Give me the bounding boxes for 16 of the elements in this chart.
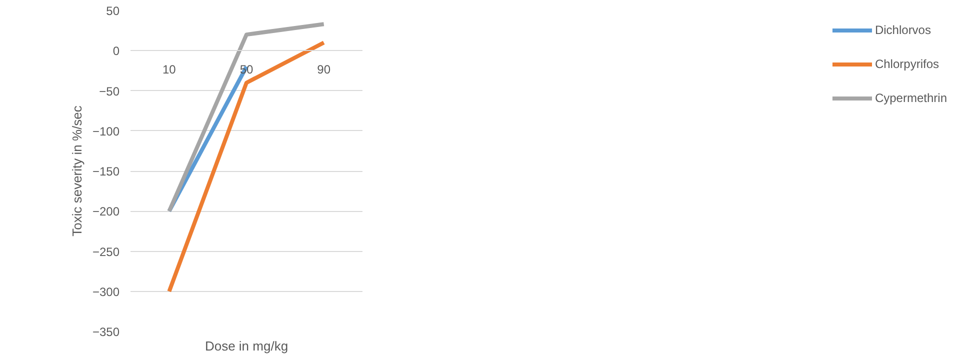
- y-tick-label: 50: [106, 4, 120, 18]
- y-tick-label: −250: [92, 244, 120, 259]
- y-tick-label: 0: [112, 44, 120, 58]
- y-tick-label: −200: [92, 204, 120, 219]
- y-tick-label: −150: [92, 164, 120, 178]
- x-tick-label: 10: [162, 62, 176, 77]
- legend-label: Cypermethrin: [874, 91, 947, 105]
- legend-label: Dichlorvos: [874, 23, 931, 37]
- y-tick-label: −100: [92, 124, 120, 138]
- y-tick-label: −50: [99, 84, 120, 98]
- y-tick-label: −350: [92, 325, 120, 339]
- legend-label: Chlorpyrifos: [874, 57, 939, 71]
- y-tick-label: −300: [92, 284, 120, 299]
- x-axis-title: Dose in mg/kg: [204, 338, 288, 354]
- x-tick-label: 90: [317, 62, 331, 77]
- y-axis-title: Toxic severity in %/sec: [69, 105, 84, 236]
